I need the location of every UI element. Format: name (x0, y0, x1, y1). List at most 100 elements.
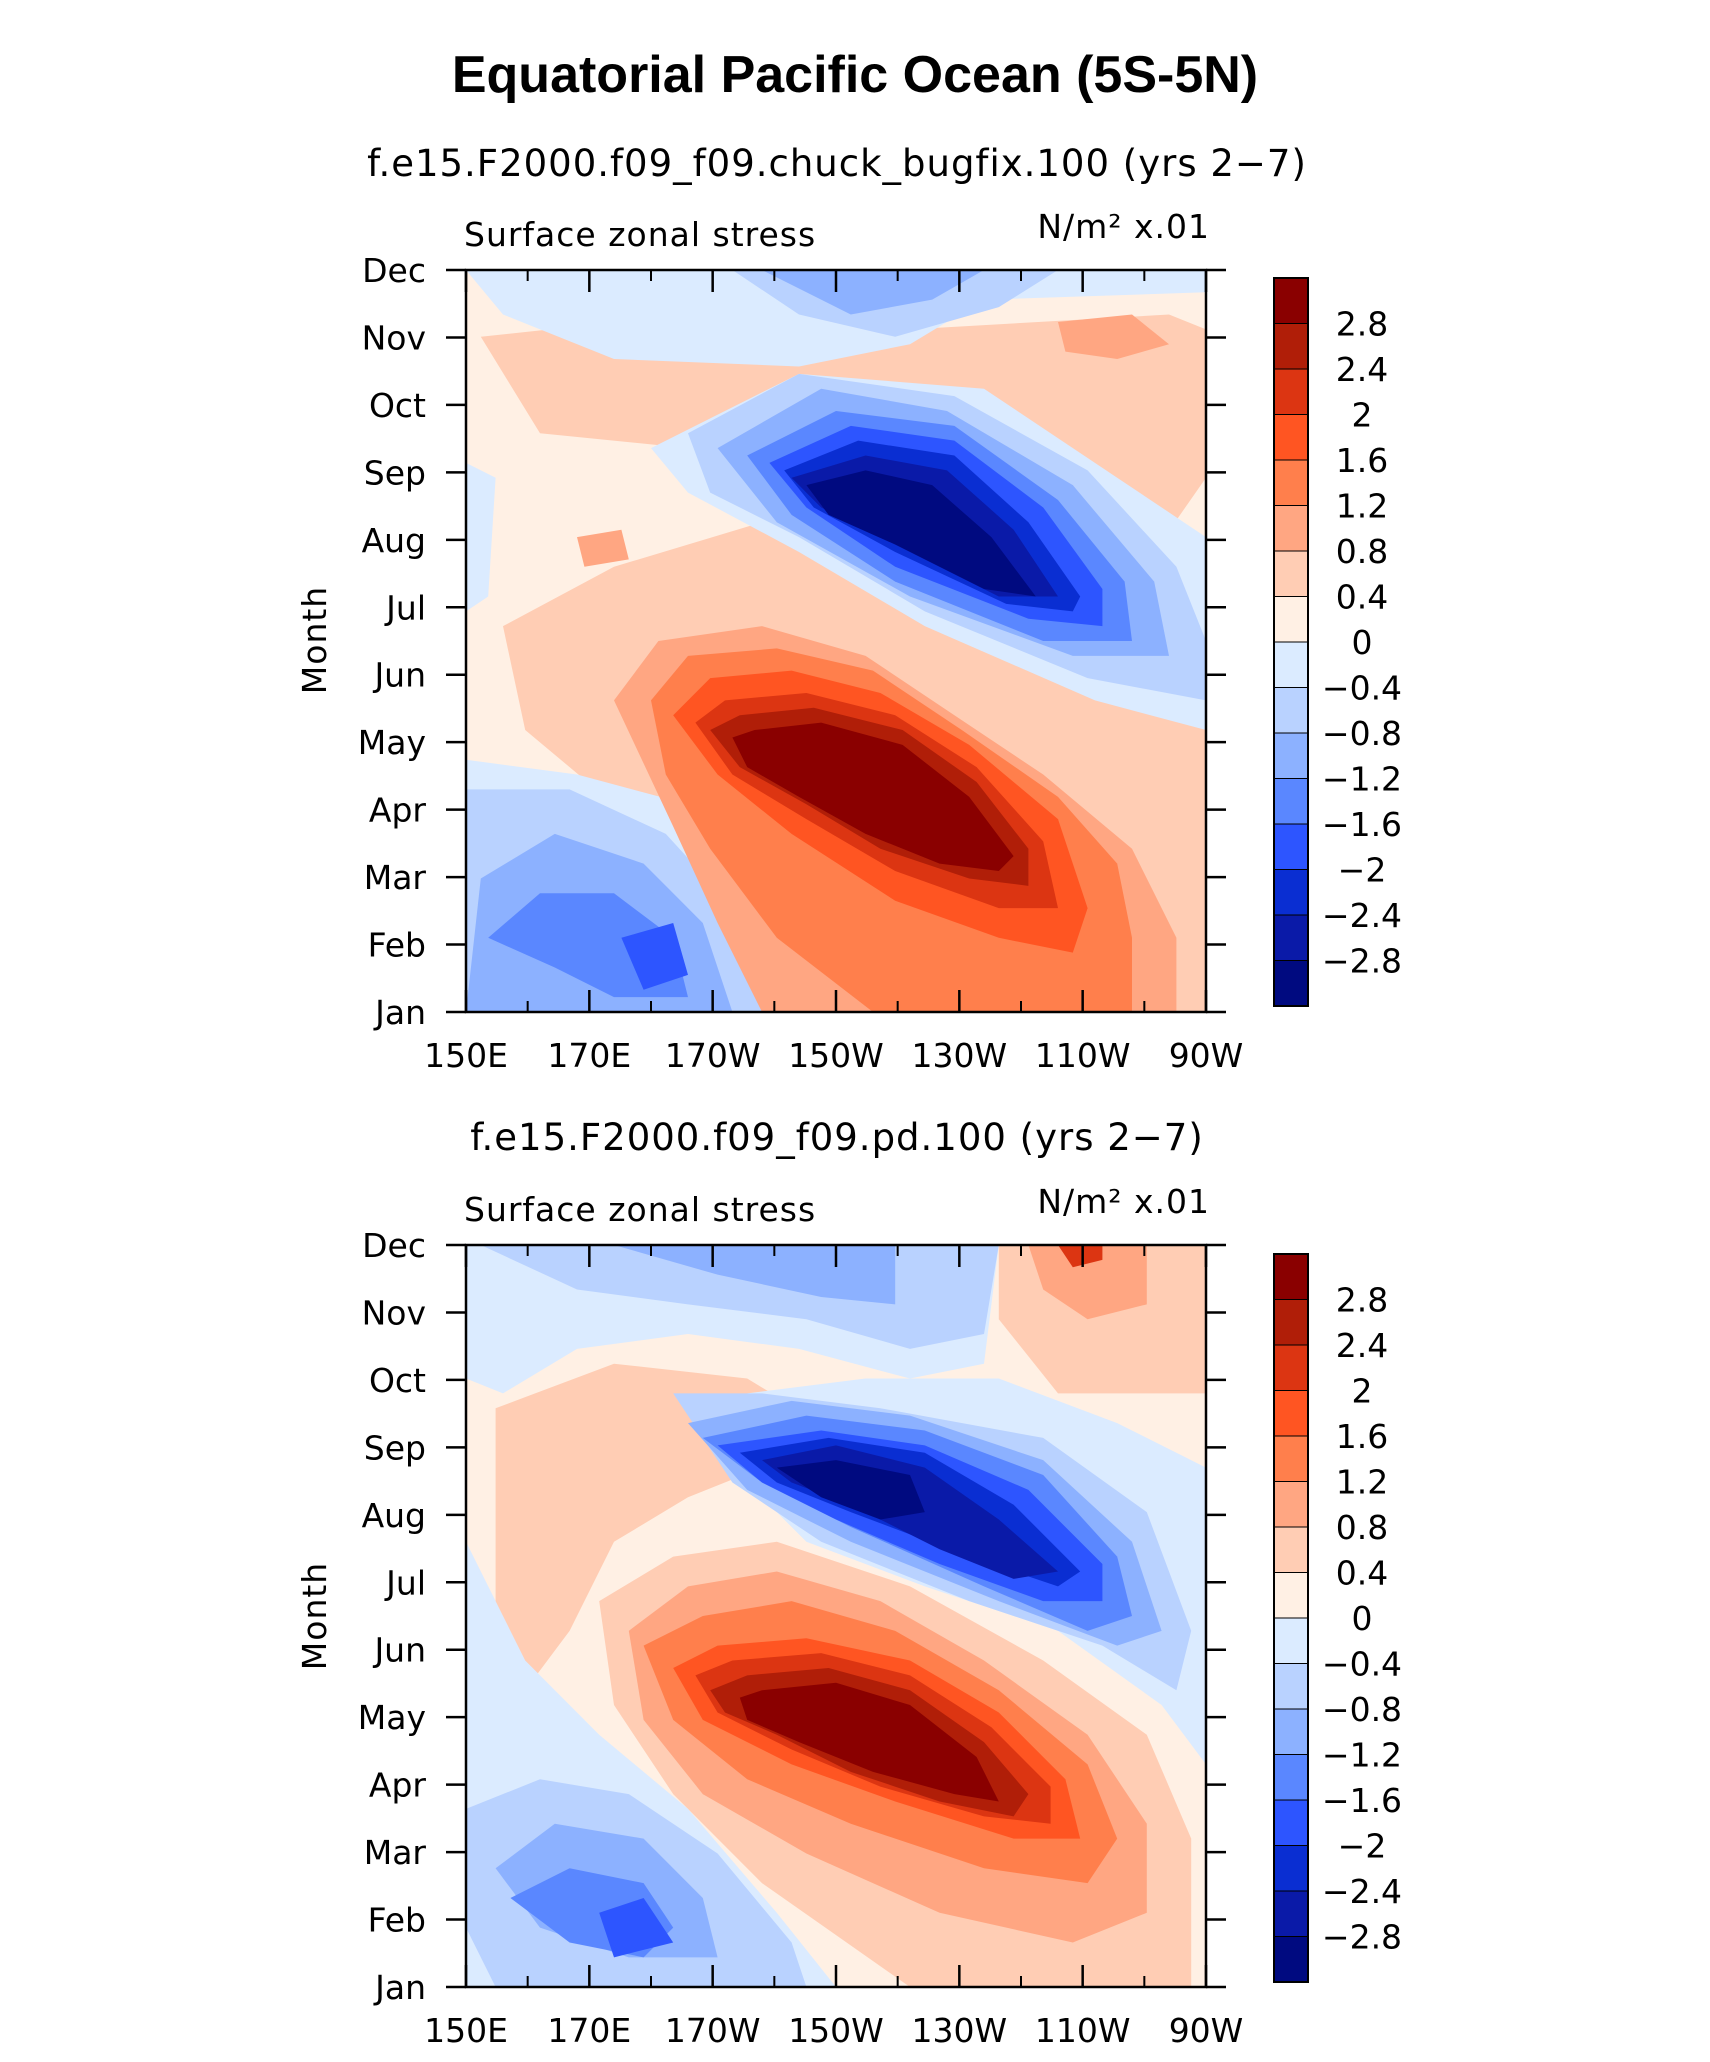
panel-1: f.e15.F2000.f09_f09.chuck_bugfix.100 (yr… (295, 142, 1307, 1075)
colorbar-box (1273, 1845, 1309, 1892)
panel-1-xtick-label: 150E (424, 1036, 508, 1075)
panel-2-units-label: N/m² x.01 (1037, 1182, 1210, 1221)
colorbar-label: 2 (1352, 1372, 1373, 1411)
colorbar-box (1273, 1663, 1309, 1710)
panel-2-ytick-label: Oct (369, 1361, 426, 1400)
panel-1-ytick-label: May (358, 723, 426, 762)
colorbar-box (1273, 323, 1309, 370)
colorbar-box (1273, 1526, 1309, 1573)
colorbar-box (1273, 368, 1309, 415)
colorbar-label: 2 (1352, 396, 1373, 435)
panel-1-left-label: Surface zonal stress (464, 215, 816, 254)
panel-2-field (466, 1245, 1206, 1987)
colorbar-label: 1.6 (1336, 1417, 1388, 1456)
panel-2-ytick-label: Apr (369, 1766, 427, 1805)
panel-2-ylabel: Month (295, 1562, 334, 1670)
colorbar-label: −2.8 (1322, 1918, 1402, 1957)
colorbar-label: 0.8 (1336, 1508, 1388, 1547)
colorbar-label: −0.8 (1322, 714, 1402, 753)
colorbar-label: 0.4 (1336, 1554, 1388, 1593)
colorbar-label: −2.4 (1322, 896, 1402, 935)
panel-1-ytick-label: Nov (362, 318, 426, 357)
colorbar-label: 2.4 (1336, 350, 1388, 389)
colorbar-label: −1.6 (1322, 1781, 1402, 1820)
colorbar-box (1273, 732, 1309, 779)
panel-1-ytick-label: Feb (368, 926, 426, 965)
panel-1-ytick-label: Dec (362, 251, 426, 290)
panel-1-xtick-label: 150W (788, 1036, 884, 1075)
colorbar-box (1273, 687, 1309, 734)
panel-1-axes: 150E 170E 170W 150W 130W 110W 90W Jan Feb Mar Apr M… (358, 251, 1244, 1075)
colorbar-box (1273, 869, 1309, 916)
colorbar-label: −2 (1338, 851, 1387, 890)
colorbar-box (1273, 505, 1309, 552)
panel-2-xtick-label: 170W (665, 2011, 761, 2050)
colorbar-label: −2 (1338, 1827, 1387, 1866)
colorbar-label: 0 (1352, 623, 1373, 662)
colorbar-label: 2.4 (1336, 1326, 1388, 1365)
panel-2-ytick-label: Feb (368, 1901, 426, 1940)
panel-1-ytick-label: Sep (364, 453, 426, 492)
colorbar-box (1273, 914, 1309, 961)
panel-1-ytick-label: Jun (372, 656, 426, 695)
panel-1-units-label: N/m² x.01 (1037, 207, 1210, 246)
panel-2-axes: 150E 170E 170W 150W 130W 110W 90W Jan Feb Mar Apr M… (358, 1226, 1244, 2050)
panel-2-ytick-label: Dec (362, 1226, 426, 1265)
panel-2-left-label: Surface zonal stress (464, 1190, 816, 1229)
panel-1-ytick-label: Apr (369, 791, 427, 830)
colorbar-label: −0.8 (1322, 1690, 1402, 1729)
colorbar-box (1273, 414, 1309, 461)
colorbar-box (1273, 1799, 1309, 1846)
colorbar-label: −0.4 (1322, 1645, 1402, 1684)
colorbar-label: 0 (1352, 1599, 1373, 1638)
colorbar-frame (1273, 277, 1309, 1007)
panel-2-title: f.e15.F2000.f09_f09.pd.100 (yrs 2−7) (470, 1116, 1204, 1159)
panel-2-colorbar: 2.8 2.4 2 1.6 1.2 0.8 0.4 0 −0.4 −0.8 −1.2 −1.6 −2 −2… (1273, 1253, 1402, 1983)
panel-2-xtick-label: 150W (788, 2011, 884, 2050)
colorbar-label: −1.6 (1322, 805, 1402, 844)
panel-2-ytick-label: Sep (364, 1428, 426, 1467)
panel-2-ytick-label: Jan (373, 1968, 426, 2007)
panel-1-ytick-label: Oct (369, 386, 426, 425)
colorbar-box (1273, 823, 1309, 870)
panel-2: f.e15.F2000.f09_f09.pd.100 (yrs 2−7) Sur… (295, 1116, 1243, 2050)
panel-2-xtick-label: 110W (1035, 2011, 1131, 2050)
colorbar-label: 1.2 (1336, 487, 1388, 526)
colorbar-box (1273, 459, 1309, 506)
colorbar-box (1273, 1481, 1309, 1528)
colorbar-label: 0.4 (1336, 578, 1388, 617)
panel-1-xtick-label: 170E (547, 1036, 631, 1075)
panel-1-field (466, 270, 1206, 1012)
colorbar-box (1273, 1708, 1309, 1755)
colorbar-box (1273, 550, 1309, 597)
panel-1-xtick-label: 90W (1169, 1036, 1244, 1075)
colorbar-box (1273, 1617, 1309, 1664)
colorbar-label: 1.2 (1336, 1463, 1388, 1502)
panel-2-xtick-label: 170E (547, 2011, 631, 2050)
colorbar-box (1273, 1754, 1309, 1801)
colorbar-box (1273, 778, 1309, 825)
panel-1-xtick-label: 130W (912, 1036, 1008, 1075)
colorbar-label: −1.2 (1322, 760, 1402, 799)
colorbar-box (1273, 1572, 1309, 1619)
panel-1-xtick-label: 110W (1035, 1036, 1131, 1075)
colorbar-box (1273, 1936, 1309, 1983)
colorbar-box (1273, 641, 1309, 688)
panel-2-ytick-label: Jul (384, 1563, 426, 1602)
colorbar-box (1273, 1344, 1309, 1391)
colorbar-label: −2.8 (1322, 942, 1402, 981)
colorbar-frame (1273, 1253, 1309, 1983)
colorbar-label: −2.4 (1322, 1872, 1402, 1911)
panel-1-title: f.e15.F2000.f09_f09.chuck_bugfix.100 (yr… (367, 142, 1307, 185)
panel-1-ytick-label: Mar (364, 858, 427, 897)
panel-2-ytick-label: Mar (364, 1833, 427, 1872)
colorbar-box (1273, 1253, 1309, 1300)
colorbar-box (1273, 1435, 1309, 1482)
panel-1-ytick-label: Aug (362, 521, 426, 560)
colorbar-box (1273, 596, 1309, 643)
colorbar-box (1273, 1299, 1309, 1346)
panel-1-xtick-label: 170W (665, 1036, 761, 1075)
figure-title: Equatorial Pacific Ocean (5S-5N) (452, 46, 1258, 104)
colorbar-label: 2.8 (1336, 305, 1388, 344)
